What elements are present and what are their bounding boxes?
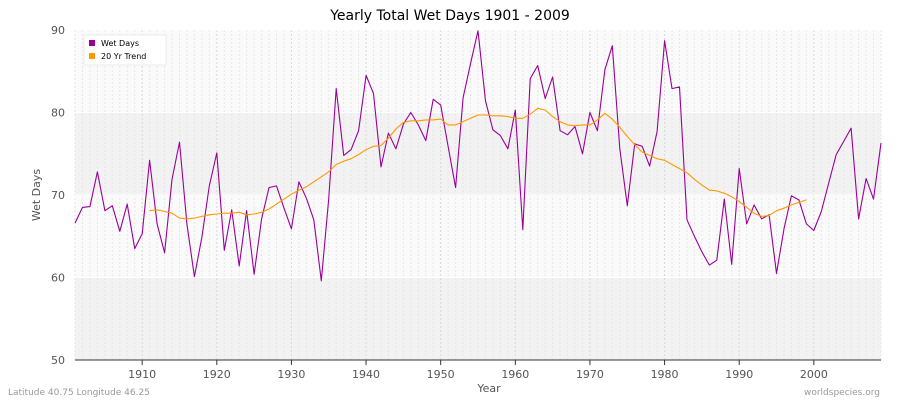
x-tick-label: 1950 (427, 368, 455, 381)
series-group (74, 30, 882, 282)
y-tick-label: 60 (51, 272, 65, 285)
y-tick-label: 70 (51, 189, 65, 202)
x-tick-label: 1960 (501, 368, 529, 381)
legend-swatch-trend (89, 53, 95, 59)
x-axis-ticks: 1910 1920 1930 1940 1950 1960 1970 1980 1990 2000 (128, 360, 828, 381)
x-tick-label: 1930 (277, 368, 305, 381)
y-tick-label: 80 (51, 107, 65, 120)
chart-title: Yearly Total Wet Days 1901 - 2009 (329, 8, 570, 24)
x-tick-label: 1920 (203, 368, 231, 381)
y-tick-label: 50 (51, 354, 65, 367)
footer-source: worldspecies.org (804, 388, 880, 398)
series-line-trend (149, 107, 807, 220)
x-tick-label: 1940 (352, 368, 380, 381)
legend-label-trend: 20 Yr Trend (101, 52, 146, 61)
x-axis-label: Year (476, 382, 501, 395)
footer-location: Latitude 40.75 Longitude 46.25 (8, 388, 150, 398)
legend-swatch-wet-days (89, 40, 95, 46)
x-tick-label: 1970 (576, 368, 604, 381)
y-axis-ticks: 50 60 70 80 90 (51, 24, 65, 367)
legend: Wet Days 20 Yr Trend (83, 34, 167, 66)
x-tick-label: 2000 (800, 368, 828, 381)
y-axis-label: Wet Days (30, 169, 43, 222)
legend-label-wet-days: Wet Days (101, 39, 139, 48)
grid-lines (74, 29, 882, 361)
x-tick-label: 1980 (651, 368, 679, 381)
x-tick-label: 1990 (725, 368, 753, 381)
legend-box (83, 34, 167, 66)
series-line-wet-days (74, 30, 882, 282)
y-tick-label: 90 (51, 24, 65, 37)
x-tick-label: 1910 (128, 368, 156, 381)
